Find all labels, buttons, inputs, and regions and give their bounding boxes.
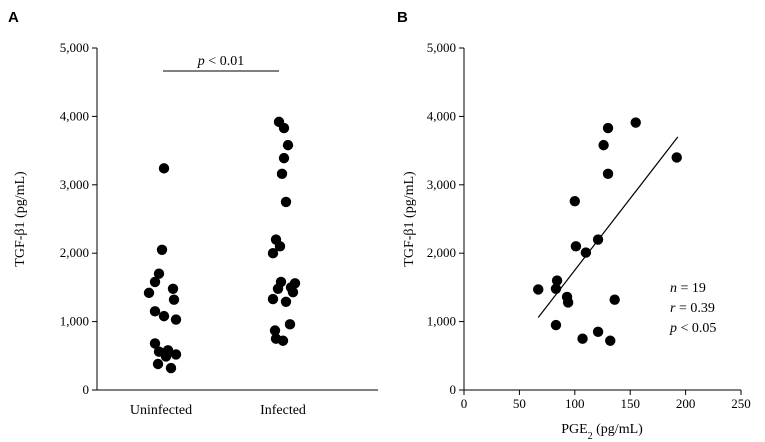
data-point-uninfected [158,163,170,174]
panel-a-x-labels: Uninfected Infected [130,403,306,418]
data-point [602,122,614,134]
x-category-label: Infected [260,403,306,418]
x-label-subscript: 2 [588,431,593,442]
p-value-b: < 0.05 [677,321,716,336]
data-point-infected [280,196,292,208]
y-tick-label: 4,000 [60,108,89,123]
data-point-infected [272,283,284,294]
data-point-uninfected [160,351,172,362]
r-symbol: r [670,301,676,316]
y-tick-label: 0 [83,382,90,397]
data-point [570,241,582,252]
x-tick-label: 150 [620,396,640,411]
y-tick-label: 5,000 [60,40,89,55]
data-point [598,139,609,151]
y-tick-label: 1,000 [60,314,89,329]
stat-p: p < 0.05 [669,321,716,336]
data-point-uninfected [149,276,161,288]
x-tick-label: 200 [676,396,696,411]
data-point [577,333,588,344]
data-point-infected [280,296,292,307]
y-tick-label: 2,000 [60,245,89,260]
panel-b-x-label: PGE2 (pg/mL) [561,422,643,442]
data-point-uninfected [149,306,161,317]
data-point [562,297,574,308]
panel-b-label: B [397,9,408,26]
r-value: = 0.39 [675,301,714,316]
panel-b-y-label: TGF-β1 (pg/mL) [402,171,417,267]
significance-annotation: p < 0.01 [197,54,244,69]
p-value-text: < 0.01 [205,54,244,69]
data-point [592,326,604,338]
y-tick-label: 3,000 [427,177,456,192]
data-point [569,196,580,207]
data-point-uninfected [158,310,170,322]
panel-a-points [143,116,301,374]
data-point [592,234,604,245]
data-point-uninfected [153,268,165,279]
y-tick-label: 4,000 [427,108,456,123]
panel-b-points [533,117,682,346]
y-tick-label: 2,000 [427,245,456,260]
data-point [605,335,616,346]
data-point-uninfected [165,362,177,374]
y-tick-label: 3,000 [60,177,89,192]
panel-a-label: A [8,9,19,26]
data-point [602,168,614,180]
data-point-uninfected [168,294,180,305]
data-point [551,275,563,286]
p-symbol-b: p [669,321,677,336]
panel-b-y-ticks: 0 1,000 2,000 3,000 4,000 5,000 [427,40,464,397]
n-value: = 19 [677,281,706,296]
data-point-uninfected [143,287,155,299]
data-point-infected [282,139,294,151]
panel-a-y-ticks: 0 1,000 2,000 3,000 4,000 5,000 [60,40,97,397]
data-point-infected [276,168,288,180]
data-point-infected [269,325,281,336]
y-tick-label: 5,000 [427,40,456,55]
panel-b-x-ticks: 0 50 100 150 200 250 [461,390,751,411]
panel-a: A TGF-β1 (pg/mL) 0 1,000 2,000 3,000 4,000 5,… [8,9,378,418]
data-point-uninfected [149,338,161,349]
x-label-units: (pg/mL) [593,422,643,437]
data-point-infected [267,293,279,305]
x-tick-label: 100 [565,396,585,411]
panel-b: B TGF-β1 (pg/mL) PGE2 (pg/mL) 0 1,000 2,00… [397,9,751,442]
x-tick-label: 250 [731,396,751,411]
panel-a-y-label: TGF-β1 (pg/mL) [13,171,28,267]
data-point-infected [267,248,279,259]
data-point-infected [287,286,299,298]
stat-n: n = 19 [670,281,706,296]
data-point-uninfected [156,244,168,255]
p-symbol: p [197,54,205,69]
x-label-main: PGE [561,422,587,437]
data-point-infected [277,335,289,346]
data-point [609,294,620,305]
data-point [671,152,682,163]
y-tick-label: 1,000 [427,314,456,329]
y-tick-label: 0 [450,382,457,397]
data-point [550,283,562,294]
data-point-uninfected [152,358,164,370]
data-point-infected [284,319,296,330]
data-point-uninfected [170,349,182,360]
data-point [533,284,544,295]
data-point [630,117,641,128]
regression-line [537,136,679,318]
data-point [580,247,592,258]
x-tick-label: 50 [513,396,526,411]
x-tick-label: 0 [461,396,468,411]
data-point-infected [274,241,286,252]
data-point-uninfected [167,283,179,294]
data-point-infected [278,122,290,134]
x-category-label: Uninfected [130,403,192,418]
n-symbol: n [670,281,677,296]
data-point [550,319,562,331]
stat-r: r = 0.39 [670,301,715,316]
data-point-infected [278,152,290,164]
data-point-uninfected [170,314,182,325]
